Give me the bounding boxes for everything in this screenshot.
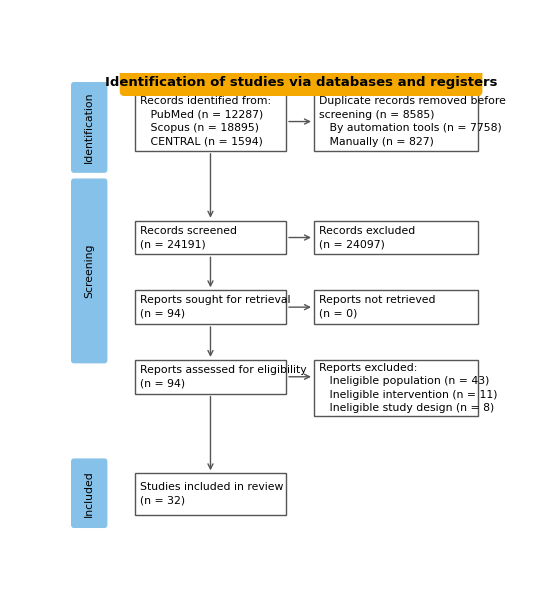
Text: Reports excluded:
   Ineligible population (n = 43)
   Ineligible intervention (: Reports excluded: Ineligible population … — [319, 363, 497, 414]
Text: Duplicate records removed before
screening (n = 8585)
   By automation tools (n : Duplicate records removed before screeni… — [319, 96, 506, 147]
FancyBboxPatch shape — [135, 290, 286, 324]
FancyBboxPatch shape — [72, 82, 107, 172]
Text: Identification: Identification — [84, 92, 94, 163]
FancyBboxPatch shape — [121, 70, 481, 95]
FancyBboxPatch shape — [72, 459, 107, 527]
FancyBboxPatch shape — [314, 92, 478, 151]
FancyBboxPatch shape — [314, 221, 478, 254]
FancyBboxPatch shape — [314, 290, 478, 324]
Text: Screening: Screening — [84, 244, 94, 298]
FancyBboxPatch shape — [135, 221, 286, 254]
Text: Studies included in review
(n = 32): Studies included in review (n = 32) — [140, 482, 283, 506]
Text: Records screened
(n = 24191): Records screened (n = 24191) — [140, 225, 237, 249]
Text: Reports not retrieved
(n = 0): Reports not retrieved (n = 0) — [319, 295, 436, 319]
Text: Included: Included — [84, 470, 94, 516]
FancyBboxPatch shape — [135, 473, 286, 514]
Text: Reports assessed for eligibility
(n = 94): Reports assessed for eligibility (n = 94… — [140, 365, 306, 389]
Text: Records identified from:
   PubMed (n = 12287)
   Scopus (n = 18895)
   CENTRAL : Records identified from: PubMed (n = 122… — [140, 96, 271, 147]
FancyBboxPatch shape — [135, 360, 286, 393]
Text: Records excluded
(n = 24097): Records excluded (n = 24097) — [319, 225, 415, 249]
FancyBboxPatch shape — [135, 92, 286, 151]
FancyBboxPatch shape — [72, 179, 107, 363]
Text: Reports sought for retrieval
(n = 94): Reports sought for retrieval (n = 94) — [140, 295, 290, 319]
Text: Identification of studies via databases and registers: Identification of studies via databases … — [105, 76, 497, 89]
FancyBboxPatch shape — [314, 360, 478, 416]
